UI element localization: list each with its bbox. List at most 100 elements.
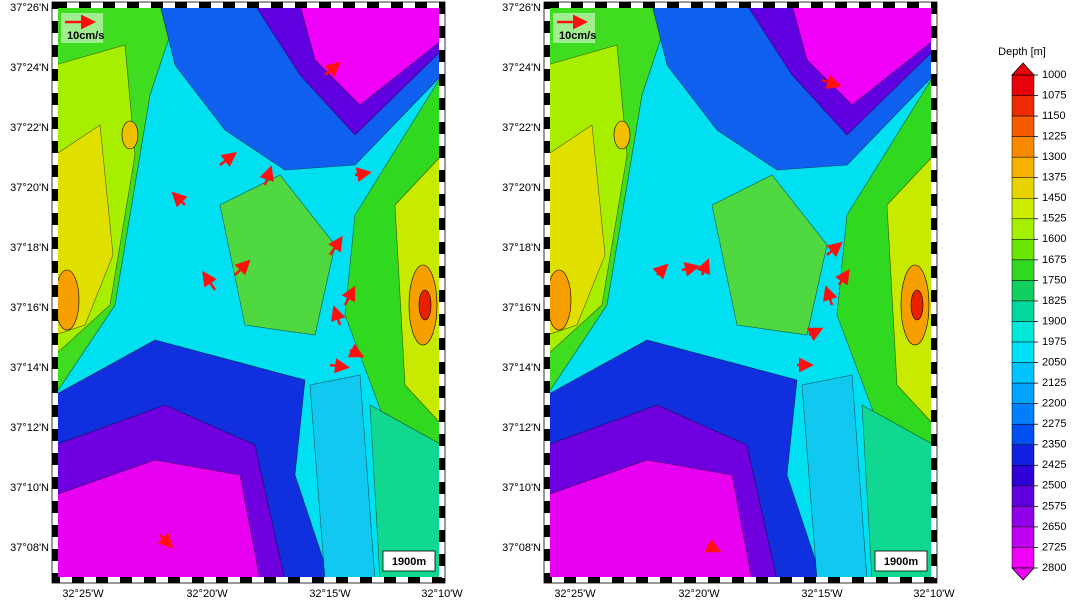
colorbar-swatch bbox=[1011, 362, 1035, 384]
latitude-label: 37°08'N bbox=[10, 542, 49, 554]
latitude-label: 37°16'N bbox=[10, 302, 49, 314]
latitude-label: 37°18'N bbox=[502, 242, 541, 254]
current-vector bbox=[328, 235, 343, 256]
colorbar-swatch bbox=[1011, 74, 1035, 96]
depth-region bbox=[547, 459, 753, 580]
current-vector bbox=[652, 263, 669, 280]
colorbar-swatch bbox=[1011, 239, 1035, 261]
colorbar-swatch bbox=[1011, 95, 1035, 117]
latitude-label: 37°24'N bbox=[10, 62, 49, 74]
colorbar-tick-label: 1675 bbox=[1042, 254, 1066, 266]
longitude-label: 32°15'W bbox=[309, 588, 351, 600]
latitude-label: 37°10'N bbox=[10, 482, 49, 494]
current-vector bbox=[331, 305, 346, 326]
colorbar-tick-label: 2500 bbox=[1042, 480, 1066, 492]
longitude-label: 32°25'W bbox=[554, 588, 596, 600]
depth-region bbox=[55, 269, 80, 331]
map-panel: 10cm/s 1900m 37°26'N 37°24'N 37°22'N 37°20'N 3… bbox=[502, 1, 955, 600]
colorbar-swatch bbox=[1011, 444, 1035, 466]
longitude-label: 32°10'W bbox=[913, 588, 955, 600]
scale-bar-box bbox=[382, 550, 436, 572]
colorbar-swatch bbox=[1011, 280, 1035, 302]
current-vector bbox=[171, 191, 188, 208]
depth-region bbox=[55, 459, 261, 580]
bathymetry bbox=[55, 5, 442, 580]
depth-region bbox=[121, 120, 139, 150]
latitude-label: 37°24'N bbox=[502, 62, 541, 74]
latitude-label: 37°18'N bbox=[10, 242, 49, 254]
colorbar-tick-label: 1375 bbox=[1042, 172, 1066, 184]
scale-bar-label: 1900m bbox=[884, 556, 918, 568]
scale-bar-label: 1900m bbox=[392, 556, 426, 568]
colorbar-swatch bbox=[1011, 259, 1035, 281]
colorbar-swatch bbox=[1011, 177, 1035, 199]
colorbar-tick-label: 2425 bbox=[1042, 459, 1066, 471]
map-panel: 10cm/s 1900m 37°26'N 37°24'N 37°22'N 37°20'N 3… bbox=[10, 1, 463, 600]
latitude-label: 37°14'N bbox=[502, 362, 541, 374]
depth-region bbox=[547, 269, 572, 331]
latitude-label: 37°22'N bbox=[502, 122, 541, 134]
current-vector bbox=[347, 343, 365, 358]
frame-line bbox=[543, 1, 938, 584]
colorbar-tick-label: 2275 bbox=[1042, 418, 1066, 430]
vector-legend-label: 10cm/s bbox=[559, 30, 596, 42]
colorbar-swatch bbox=[1011, 382, 1035, 404]
colorbar-swatch bbox=[1011, 465, 1035, 487]
colorbar-swatch bbox=[1011, 341, 1035, 363]
colorbar-tick-label: 1150 bbox=[1042, 110, 1066, 122]
colorbar-tick-label: 2350 bbox=[1042, 439, 1066, 451]
current-vector bbox=[826, 241, 843, 258]
current-vector bbox=[681, 261, 700, 277]
colorbar-tick-label: 1000 bbox=[1042, 69, 1066, 81]
longitude-label: 32°20'W bbox=[678, 588, 720, 600]
colorbar-tick-label: 2200 bbox=[1042, 398, 1066, 410]
latitude-label: 37°20'N bbox=[10, 182, 49, 194]
current-vector bbox=[341, 285, 356, 306]
colorbar-tick-label: 1975 bbox=[1042, 336, 1066, 348]
latitude-label: 37°12'N bbox=[502, 422, 541, 434]
latitude-label: 37°10'N bbox=[502, 482, 541, 494]
depth-region bbox=[369, 404, 442, 580]
colorbar-top-cap bbox=[1011, 62, 1035, 76]
colorbar-tick-label: 1525 bbox=[1042, 213, 1066, 225]
colorbar-swatch bbox=[1011, 403, 1035, 425]
latitude-label: 37°12'N bbox=[10, 422, 49, 434]
colorbar-tick-label: 1750 bbox=[1042, 274, 1066, 286]
frame-dashes bbox=[544, 2, 937, 583]
colorbar-tick-label: 1225 bbox=[1042, 131, 1066, 143]
latitude-label: 37°14'N bbox=[10, 362, 49, 374]
depth-region bbox=[309, 374, 376, 580]
colorbar-tick-label: 1450 bbox=[1042, 192, 1066, 204]
current-vector bbox=[329, 358, 350, 374]
colorbar-tick-label: 2800 bbox=[1042, 562, 1066, 574]
current-vector bbox=[696, 258, 711, 276]
colorbar-swatch bbox=[1011, 218, 1035, 240]
current-vector bbox=[259, 165, 274, 186]
depth-region bbox=[613, 120, 631, 150]
colorbar-swatch bbox=[1011, 423, 1035, 446]
colorbar-swatch bbox=[1011, 198, 1035, 220]
vector-legend-label: 10cm/s bbox=[67, 30, 104, 42]
current-vector bbox=[806, 327, 824, 342]
bathymetry bbox=[547, 5, 934, 580]
colorbar-swatch bbox=[1011, 506, 1035, 528]
depth-region bbox=[418, 289, 432, 321]
colorbar-bottom-cap bbox=[1011, 567, 1035, 581]
depth-region bbox=[910, 289, 924, 321]
colorbar-swatch bbox=[1011, 547, 1035, 569]
current-vector bbox=[821, 74, 842, 89]
scale-bar-box bbox=[874, 550, 928, 572]
colorbar-tick-label: 2725 bbox=[1042, 541, 1066, 553]
depth-region bbox=[861, 404, 934, 580]
frame-line bbox=[51, 1, 446, 584]
latitude-label: 37°22'N bbox=[10, 122, 49, 134]
current-vector bbox=[157, 532, 174, 549]
latitude-label: 37°26'N bbox=[502, 2, 541, 14]
colorbar-tick-label: 1825 bbox=[1042, 295, 1066, 307]
current-vector bbox=[234, 259, 251, 276]
depth-region bbox=[711, 174, 828, 336]
colorbar-tick-label: 1300 bbox=[1042, 151, 1066, 163]
colorbar-swatch bbox=[1011, 321, 1035, 343]
colorbar-tick-label: 2050 bbox=[1042, 356, 1066, 368]
